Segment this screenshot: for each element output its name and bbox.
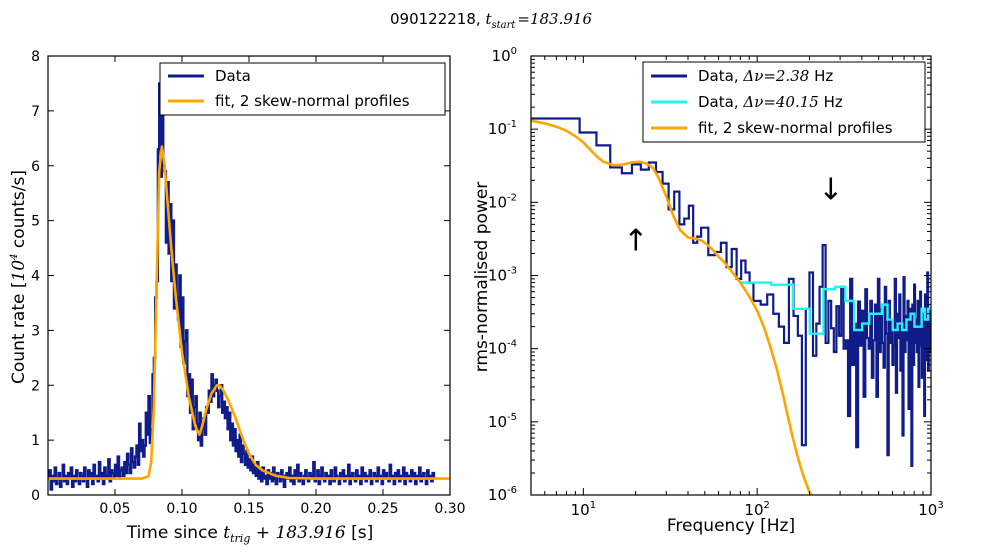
- power-spectrum-ytick-label: 10-3: [488, 266, 517, 285]
- lightcurve-ytick-label: 6: [31, 159, 40, 175]
- power-spectrum-legend-coarse-label: Data, Δν=40.15 Hz: [698, 93, 843, 111]
- lightcurve-legend-box: [159, 62, 446, 116]
- lightcurve-ylabel-prefix: Count rate [: [9, 282, 29, 384]
- power-spectrum-panel: 101 102 103 10-6 10-5 10-4 10-3 10-2 10-1 100 Fre…: [472, 46, 944, 536]
- power-spectrum-legend-fine-label: Data, Δν=2.38 Hz: [698, 67, 833, 85]
- figure-title-equals: =: [517, 10, 530, 28]
- lightcurve-plot-area: [48, 82, 450, 491]
- power-spectrum-xtick-label: 103: [918, 500, 943, 519]
- legend-fine-symbol: Δν: [742, 67, 763, 85]
- legend-fine-value: 2.38: [775, 67, 809, 85]
- figure-title-subscript: start: [491, 20, 516, 31]
- power-spectrum-xlabel: Frequency [Hz]: [667, 516, 795, 536]
- power-spectrum-legend-fit-label: fit, 2 skew-normal profiles: [698, 119, 893, 137]
- down-arrow-annotation: ↓: [818, 172, 843, 207]
- lightcurve-panel: 0.05 0.10 0.15 0.20 0.25 0.30 0 1 2 3 4 5 6 7 8 Time s…: [9, 49, 466, 545]
- power-spectrum-ytick-label: 10-1: [488, 119, 517, 138]
- lightcurve-xlabel-subscript: trig: [230, 532, 250, 545]
- lightcurve-ylabel: Count rate [104 counts/s]: [9, 170, 29, 384]
- figure-title: 090122218, tstart =183.916: [390, 10, 592, 31]
- power-spectrum-fine-series: [531, 117, 931, 467]
- lightcurve-ytick-label: 3: [31, 323, 40, 339]
- power-spectrum-ytick-label: 10-2: [488, 192, 517, 211]
- legend-coarse-value: 40.15: [775, 93, 819, 111]
- lightcurve-xlabel-prefix: Time since: [126, 523, 224, 543]
- lightcurve-xlabel-plus: +: [250, 523, 275, 543]
- power-spectrum-coarse-series: [740, 281, 931, 335]
- lightcurve-xlabel: Time since ttrig + 183.916 [s]: [126, 523, 374, 545]
- lightcurve-ytick-label: 2: [31, 378, 40, 394]
- figure-title-value: 183.916: [530, 10, 592, 28]
- lightcurve-ticks: 0.05 0.10 0.15 0.20 0.25 0.30 0 1 2 3 4 5 6 7 8: [31, 49, 466, 517]
- legend-coarse-equals: =: [763, 93, 776, 111]
- legend-fine-equals: =: [763, 67, 776, 85]
- lightcurve-ylabel-base: 10: [9, 260, 29, 282]
- lightcurve-xlabel-symbol: t: [223, 523, 230, 543]
- lightcurve-data-series: [48, 82, 436, 491]
- power-spectrum-plot-area: [531, 117, 931, 495]
- lightcurve-legend: Data fit, 2 skew-normal profiles: [159, 62, 446, 116]
- lightcurve-ylabel-exp: 4: [9, 253, 20, 260]
- legend-coarse-prefix: Data,: [698, 93, 743, 111]
- lightcurve-legend-data-label: Data: [215, 67, 251, 85]
- lightcurve-ytick-label: 5: [31, 214, 40, 230]
- power-spectrum-ylabel: rms-normalised power: [472, 182, 492, 373]
- lightcurve-ytick-label: 8: [31, 49, 40, 65]
- legend-coarse-symbol: Δν: [742, 93, 763, 111]
- lightcurve-fit-series: [48, 145, 450, 480]
- legend-fine-prefix: Data,: [698, 67, 743, 85]
- lightcurve-xtick-label: 0.15: [233, 501, 264, 517]
- lightcurve-xtick-label: 0.25: [367, 501, 398, 517]
- lightcurve-xlabel-value: 183.916: [275, 523, 345, 543]
- lightcurve-xtick-label: 0.05: [99, 501, 130, 517]
- lightcurve-ytick-label: 4: [31, 269, 40, 285]
- lightcurve-xtick-label: 0.10: [166, 501, 197, 517]
- power-spectrum-legend-box: [642, 61, 926, 143]
- up-arrow-annotation: ↑: [623, 224, 648, 259]
- power-spectrum-ticks: 101 102 103 10-6 10-5 10-4 10-3 10-2 10-1 100: [488, 46, 944, 519]
- lightcurve-xlabel-unit: [s]: [346, 523, 374, 543]
- lightcurve-ytick-label: 1: [31, 433, 40, 449]
- power-spectrum-ytick-label: 10-6: [488, 485, 517, 504]
- power-spectrum-ytick-label: 10-4: [488, 339, 517, 358]
- lightcurve-ytick-label: 0: [31, 488, 40, 504]
- figure-title-prefix: 090122218,: [390, 10, 485, 28]
- power-spectrum-ytick-label: 100: [492, 46, 517, 65]
- power-spectrum-ytick-label: 10-5: [488, 412, 517, 431]
- lightcurve-legend-fit-label: fit, 2 skew-normal profiles: [215, 92, 410, 110]
- lightcurve-xtick-label: 0.20: [300, 501, 331, 517]
- power-spectrum-xtick-label: 102: [744, 500, 769, 519]
- lightcurve-xtick-label: 0.30: [434, 501, 465, 517]
- lightcurve-ytick-label: 7: [31, 104, 40, 120]
- legend-fine-unit: Hz: [809, 67, 833, 85]
- power-spectrum-xtick-label: 101: [571, 500, 596, 519]
- lightcurve-axes-frame: [47, 55, 451, 496]
- legend-coarse-unit: Hz: [819, 93, 843, 111]
- lightcurve-ylabel-suffix: counts/s]: [9, 170, 29, 253]
- figure-title-symbol: t: [485, 10, 492, 28]
- power-spectrum-legend: Data, Δν=2.38 Hz Data, Δν=40.15 Hz fit, …: [642, 61, 926, 143]
- power-spectrum-fit-series: [531, 119, 813, 495]
